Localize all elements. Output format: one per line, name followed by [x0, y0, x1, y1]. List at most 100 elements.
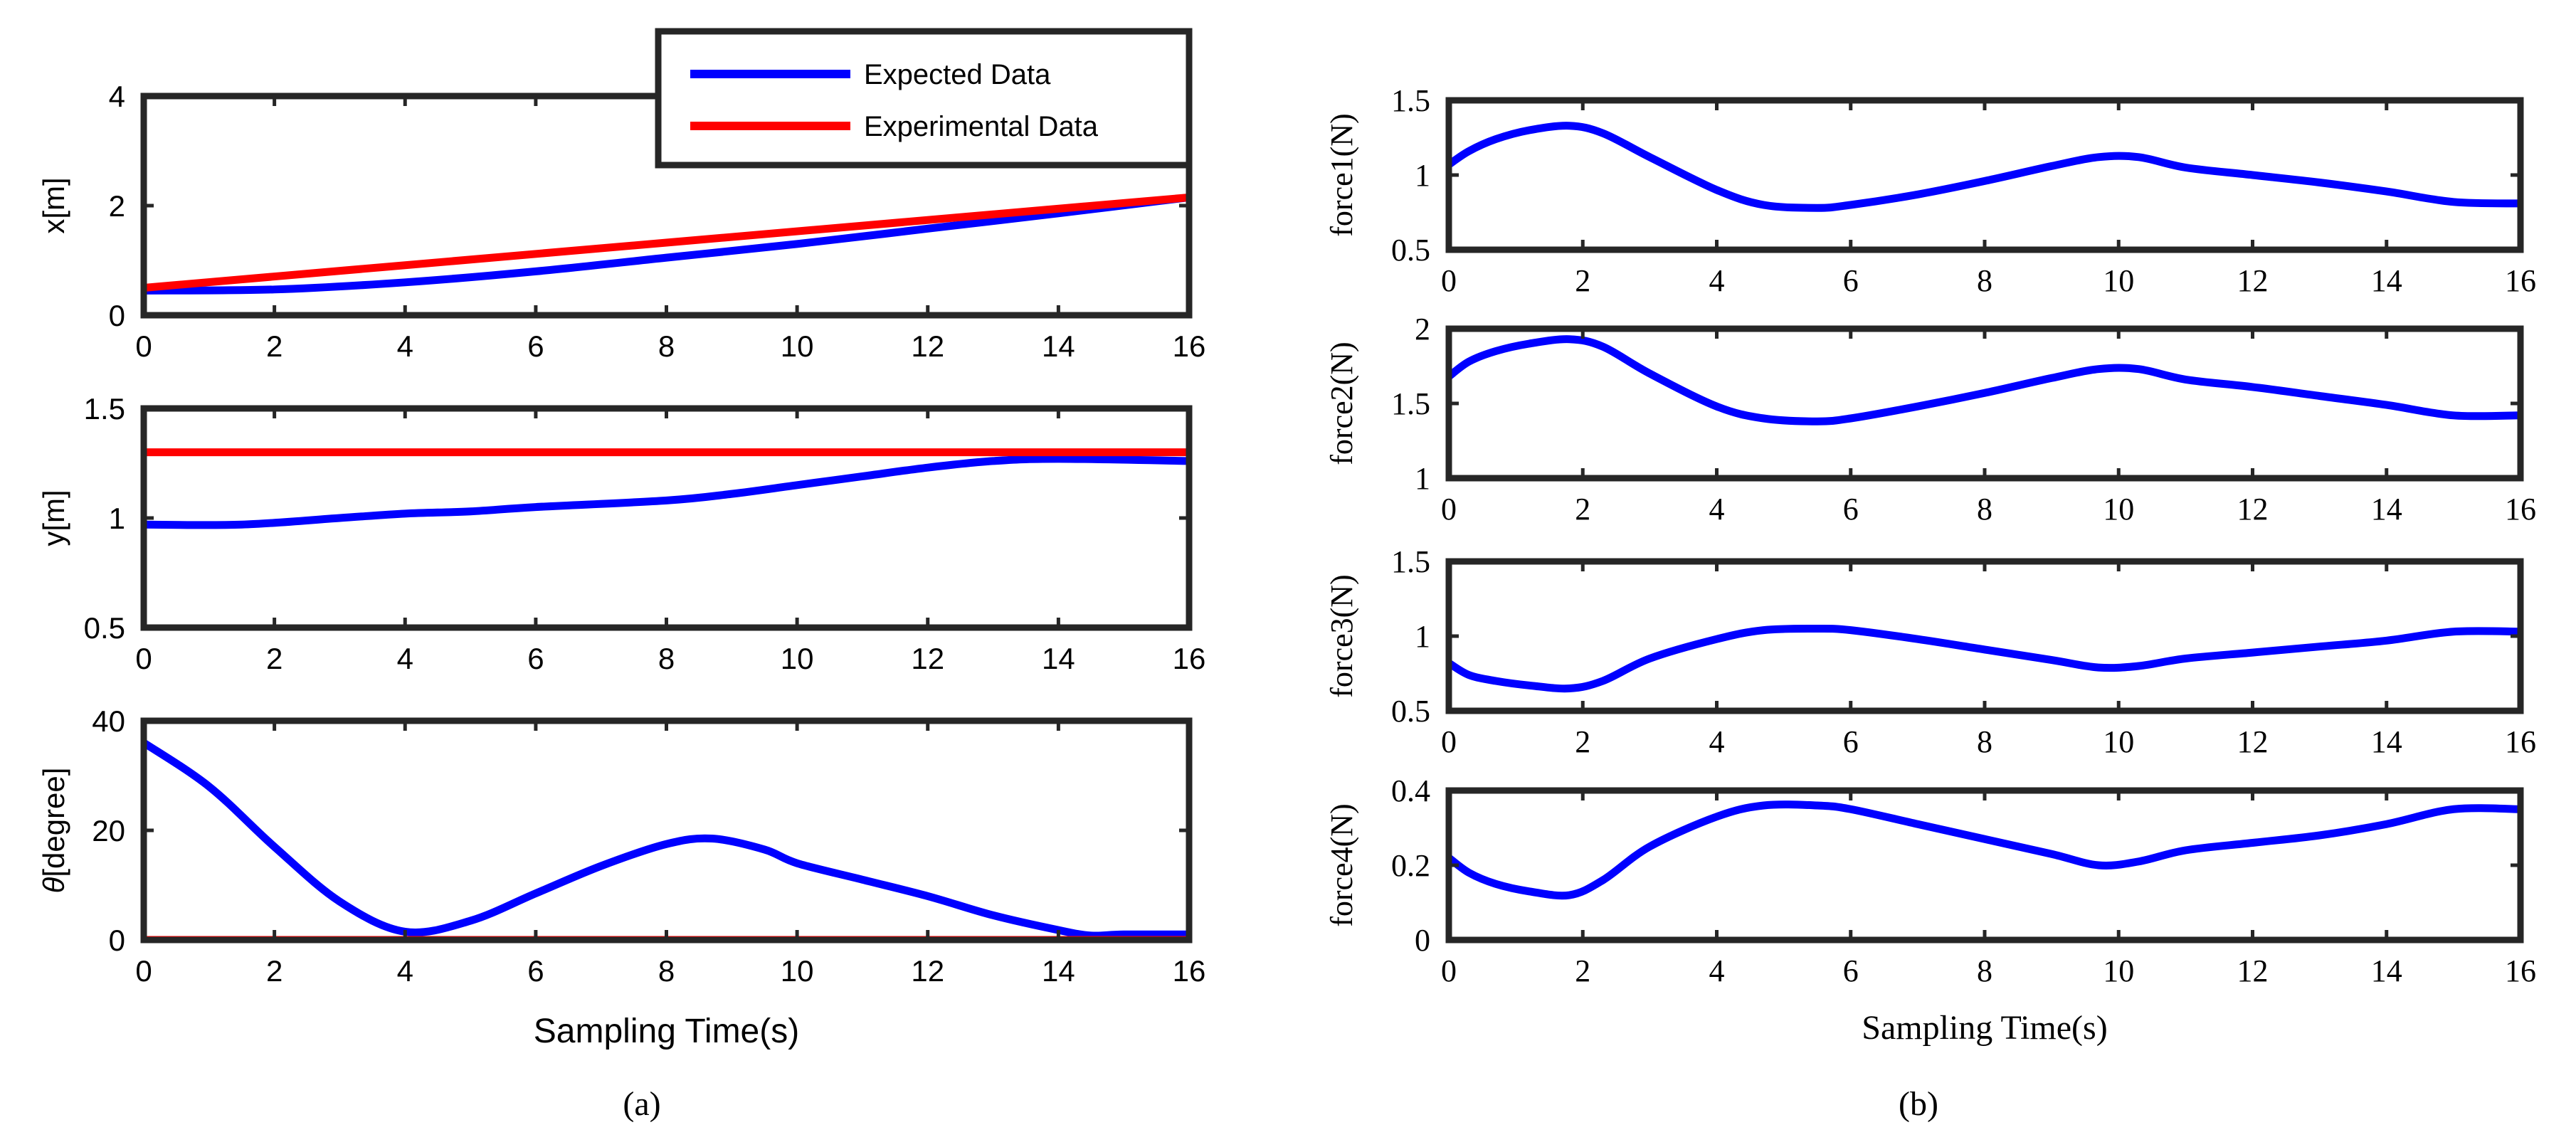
x-tick-label: 10: [781, 954, 814, 988]
x-tick-label: 8: [1977, 492, 1992, 527]
x-tick-label: 16: [2505, 953, 2536, 988]
x-tick-label: 16: [2505, 492, 2536, 527]
subplot-b-1: 0 2 4 6 8 10 12 14 16 1 1.5 2 force2(N): [1324, 312, 2536, 527]
x-tick-label: 2: [1575, 263, 1590, 298]
x-tick-label: 6: [527, 954, 544, 988]
series-line-force1: [1449, 122, 2520, 212]
x-tick-label: 8: [1977, 263, 1992, 298]
y-tick-label: 0: [109, 299, 125, 332]
y-axis-label: force4(N): [1324, 803, 1359, 926]
y-tick-label: 4: [109, 80, 125, 113]
series-line-experimental-data: [144, 193, 1189, 292]
y-tick-label: 0: [109, 924, 125, 957]
x-axis-label: Sampling Time(s): [1862, 1009, 2107, 1047]
x-tick-label: 4: [1709, 953, 1725, 988]
x-tick-label: 6: [1843, 263, 1859, 298]
x-tick-label: 16: [2505, 263, 2536, 298]
y-tick-label: 1.5: [1391, 386, 1430, 421]
y-tick-label: 1: [1415, 461, 1430, 496]
y-axis-label: force1(N): [1324, 113, 1359, 236]
x-tick-label: 14: [1042, 642, 1075, 675]
y-axis-label: y[m]: [37, 490, 70, 546]
y-tick-label: 0.4: [1391, 773, 1430, 808]
x-tick-label: 10: [781, 642, 814, 675]
x-tick-label: 2: [1575, 724, 1590, 759]
x-tick-label: 8: [1977, 724, 1992, 759]
x-tick-label: 16: [1173, 642, 1206, 675]
x-tick-label: 6: [1843, 492, 1859, 527]
axes-box: [1445, 558, 2524, 714]
x-tick-label: 12: [911, 329, 944, 363]
x-tick-label: 0: [1441, 492, 1457, 527]
x-tick-label: 0: [135, 642, 152, 675]
x-tick-label: 0: [1441, 953, 1457, 988]
x-tick-label: 4: [397, 954, 413, 988]
x-tick-label: 2: [266, 954, 283, 988]
y-tick-label: 2: [109, 189, 125, 223]
y-tick-label: 1: [1415, 158, 1430, 193]
panel-label-a: (a): [623, 1085, 660, 1123]
y-axis-label: θ[degree]: [37, 768, 70, 894]
x-tick-label: 14: [2371, 492, 2402, 527]
x-tick-label: 4: [397, 329, 413, 363]
x-tick-label: 10: [2103, 263, 2134, 298]
x-tick-label: 6: [527, 642, 544, 675]
x-tick-label: 12: [911, 642, 944, 675]
x-tick-label: 14: [2371, 724, 2402, 759]
y-tick-label: 1: [109, 502, 125, 535]
series-line-expected-data: [144, 193, 1189, 295]
x-tick-label: 14: [1042, 329, 1075, 363]
panel-label-b: (b): [1899, 1085, 1938, 1123]
x-tick-label: 8: [1977, 953, 1992, 988]
x-tick-label: 12: [2237, 724, 2269, 759]
x-tick-label: 14: [2371, 263, 2402, 298]
y-axis-label: force3(N): [1324, 574, 1359, 697]
x-tick-label: 12: [911, 954, 944, 988]
legend: Expected Data Experimental Data: [655, 28, 1193, 169]
series-line-force3: [1449, 624, 2520, 693]
x-tick-label: 10: [781, 329, 814, 363]
axes-box: [1445, 97, 2524, 253]
x-tick-label: 14: [1042, 954, 1075, 988]
x-tick-label: 0: [1441, 263, 1457, 298]
x-tick-label: 2: [266, 642, 283, 675]
series-line-expected-data: [144, 739, 1189, 940]
legend-box: [655, 28, 1193, 169]
x-tick-label: 4: [397, 642, 413, 675]
x-tick-label: 12: [2237, 263, 2269, 298]
subplot-b-0: 0 2 4 6 8 10 12 14 16 0.5 1 1.5 force1(N): [1324, 83, 2536, 298]
y-tick-label: 1.5: [84, 392, 125, 426]
x-tick-label: 8: [658, 954, 675, 988]
y-tick-label: 1: [1415, 619, 1430, 654]
subplot-b-3: 0 2 4 6 8 10 12 14 16 0 0.2 0.4 force4(N) Sampling Ti…: [1324, 773, 2536, 1047]
legend-label-expected: Expected Data: [864, 59, 1051, 90]
series-line-expected-data: [144, 455, 1189, 529]
x-tick-label: 8: [658, 329, 675, 363]
x-tick-label: 10: [2103, 492, 2134, 527]
subplot-b-2: 0 2 4 6 8 10 12 14 16 0.5 1 1.5 force3(N): [1324, 544, 2536, 759]
legend-label-experimental: Experimental Data: [864, 111, 1099, 142]
x-tick-label: 2: [1575, 492, 1590, 527]
y-tick-label: 2: [1415, 312, 1430, 347]
series-line-force4: [1449, 800, 2520, 900]
y-tick-label: 1.5: [1391, 544, 1430, 579]
x-tick-label: 0: [135, 329, 152, 363]
subplot-a-1: 0 2 4 6 8 10 12 14 16 0.5 1 1.5 y[m]: [37, 392, 1205, 675]
x-tick-label: 10: [2103, 953, 2134, 988]
x-tick-label: 12: [2237, 492, 2269, 527]
y-tick-label: 20: [92, 814, 125, 847]
x-tick-label: 6: [527, 329, 544, 363]
x-tick-label: 8: [658, 642, 675, 675]
x-tick-label: 16: [1173, 329, 1206, 363]
x-tick-label: 12: [2237, 953, 2269, 988]
x-tick-label: 4: [1709, 263, 1725, 298]
x-tick-label: 0: [1441, 724, 1457, 759]
y-tick-label: 0: [1415, 923, 1430, 958]
x-tick-label: 0: [135, 954, 152, 988]
x-tick-label: 2: [266, 329, 283, 363]
y-tick-label: 0.5: [84, 611, 125, 645]
x-tick-label: 6: [1843, 953, 1859, 988]
x-axis-label: Sampling Time(s): [534, 1013, 799, 1050]
